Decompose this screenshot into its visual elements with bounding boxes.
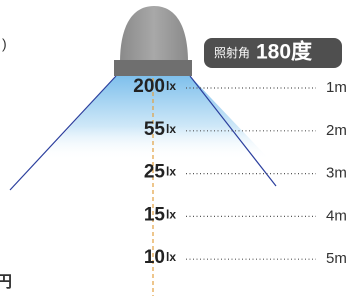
distance-label: 2m bbox=[326, 122, 347, 139]
badge-label: 照射角 bbox=[214, 45, 250, 60]
badge-value: 180度 bbox=[256, 40, 312, 64]
diagram: 照射角 180度 ) 円 200lx1m55lx2m25lx3m15lx4m10… bbox=[0, 0, 356, 296]
page: {"side_texts": [")", "円"], "badge": {"la… bbox=[0, 0, 356, 296]
distance-label: 1m bbox=[326, 79, 347, 96]
lamp-base bbox=[114, 60, 192, 76]
lux-unit: lx bbox=[166, 250, 176, 264]
lux-label: 25lx bbox=[144, 162, 176, 183]
lux-value: 10 bbox=[144, 247, 165, 268]
side-text: ) bbox=[2, 36, 7, 52]
distance-label: 5m bbox=[326, 250, 347, 267]
lux-unit: lx bbox=[166, 122, 176, 136]
distance-label: 3m bbox=[326, 165, 347, 182]
lux-label: 15lx bbox=[144, 204, 176, 225]
distance-label: 4m bbox=[326, 207, 347, 224]
lux-unit: lx bbox=[166, 79, 176, 93]
lux-label: 10lx bbox=[144, 247, 176, 268]
lux-value: 25 bbox=[144, 162, 166, 183]
lux-unit: lx bbox=[166, 165, 176, 179]
lamp-dome bbox=[120, 6, 188, 62]
lux-unit: lx bbox=[166, 208, 176, 222]
side-text: 円 bbox=[0, 273, 12, 291]
lux-value: 15 bbox=[144, 204, 166, 225]
lux-value: 200 bbox=[133, 76, 165, 97]
lux-value: 55 bbox=[144, 119, 166, 140]
